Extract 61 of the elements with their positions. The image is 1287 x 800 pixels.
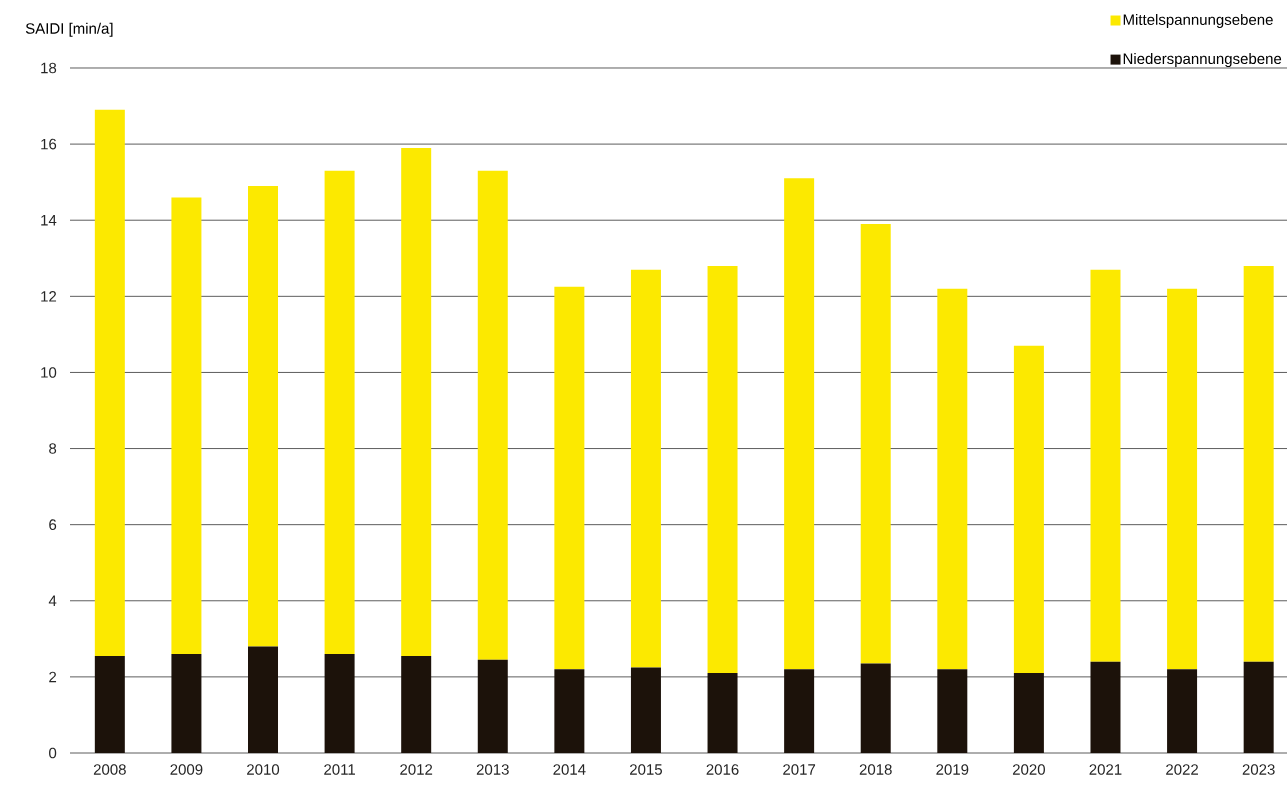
x-tick-label: 2014 — [553, 764, 586, 775]
bar — [937, 669, 968, 753]
bar — [94, 109, 125, 656]
bar — [1243, 661, 1274, 753]
bar — [1013, 673, 1044, 753]
bar — [1167, 669, 1198, 753]
legend-label: Niederspannungsebene — [1123, 53, 1282, 68]
y-tick-label: 14 — [41, 215, 57, 226]
y-tick-label: 18 — [41, 62, 57, 74]
x-tick-label: 2012 — [400, 764, 433, 775]
bar — [937, 288, 968, 670]
x-tick-label: 2018 — [859, 764, 892, 775]
x-tick-label: 2015 — [630, 764, 662, 775]
y-tick-label: 12 — [41, 291, 57, 302]
x-tick-label: 2019 — [936, 764, 969, 775]
bar — [1167, 288, 1198, 670]
bar — [707, 673, 738, 753]
bar — [707, 265, 738, 674]
y-tick-label: 0 — [49, 747, 57, 759]
x-tick-label: 2008 — [93, 764, 126, 775]
bar — [630, 269, 661, 668]
bar — [248, 185, 278, 647]
bar — [1090, 661, 1121, 753]
y-axis-title: SAIDI [min/a] — [25, 22, 113, 37]
bar — [860, 663, 891, 753]
x-tick-label: 2023 — [1242, 764, 1275, 775]
x-tick-label: 2016 — [706, 764, 739, 775]
y-tick-label: 8 — [49, 443, 57, 454]
bar — [1090, 269, 1121, 662]
bar — [171, 654, 202, 753]
y-tick-label: 16 — [41, 138, 57, 150]
x-tick-label: 2009 — [170, 764, 203, 775]
bar — [477, 659, 508, 753]
bar — [554, 286, 585, 670]
bar — [554, 669, 585, 753]
legend-label: Mittelspannungsebene — [1123, 13, 1273, 28]
bar — [860, 224, 891, 664]
y-tick-label: 2 — [49, 671, 57, 683]
bar — [630, 667, 661, 753]
x-tick-label: 2021 — [1089, 764, 1122, 775]
x-tick-label: 2013 — [476, 764, 509, 775]
x-tick-label: 2017 — [783, 764, 816, 775]
bar — [784, 669, 815, 753]
x-tick-label: 2011 — [324, 764, 355, 775]
bar — [248, 646, 278, 753]
bar — [401, 147, 432, 656]
bar — [1013, 345, 1044, 674]
bar — [401, 655, 432, 753]
y-tick-label: 10 — [41, 367, 57, 378]
bar — [1243, 265, 1274, 662]
bar — [477, 170, 508, 660]
bar — [324, 170, 355, 655]
y-tick-label: 4 — [48, 595, 57, 606]
bar — [171, 197, 202, 655]
x-tick-label: 2020 — [1012, 764, 1045, 775]
x-tick-label: 2022 — [1166, 764, 1198, 775]
bar — [94, 655, 125, 753]
bar — [784, 178, 815, 670]
bar — [324, 654, 355, 753]
x-tick-label: 2010 — [247, 764, 280, 775]
y-tick-label: 6 — [49, 519, 57, 530]
